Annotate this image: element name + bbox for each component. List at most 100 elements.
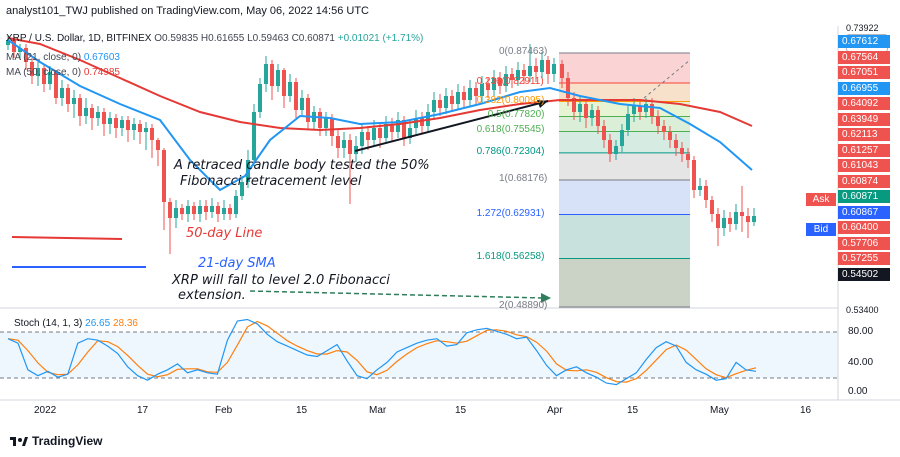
candle-body (234, 196, 238, 214)
price-axis-tag: 0.67612 (838, 35, 890, 48)
candle-body (162, 150, 166, 202)
price-axis-tag: 0.61043 (838, 159, 890, 172)
candle-body (216, 206, 220, 214)
candle-body (474, 88, 478, 96)
candle-body (198, 206, 202, 214)
fib-zone (559, 258, 690, 307)
price-axis-tag: 0.60400 (838, 221, 890, 234)
fib-level-label: 0.786(0.72304) (476, 145, 545, 157)
annotation-21-day[interactable]: 21-day SMA (198, 256, 276, 271)
publish-header: analyst101_TWJ published on TradingView.… (6, 5, 369, 17)
candle-body (330, 118, 334, 136)
fib-level-label: 0.382(0.80095) (476, 94, 545, 106)
candle-body (680, 148, 684, 154)
candle-body (276, 70, 280, 86)
candle-body (572, 98, 576, 112)
candle-body (204, 206, 208, 212)
candle-body (186, 206, 190, 214)
candle-body (596, 110, 600, 126)
candle-body (420, 118, 424, 126)
stoch-legend[interactable]: Stoch (14, 1, 3) 26.65 28.36 (14, 318, 138, 329)
ma50-legend-label: MA (50, close, 0) (6, 67, 82, 78)
price-axis-tag: 0.62113 (838, 128, 890, 141)
time-axis-label: 16 (800, 405, 812, 416)
price-axis-tag: 0.57706 (838, 236, 890, 250)
fib-level-label: 1.272(0.62931) (476, 207, 545, 219)
candle-body (192, 206, 196, 214)
price-axis-tag: 0.66955 (838, 81, 890, 95)
candle-body (674, 140, 678, 148)
candle-body (578, 104, 582, 112)
candle-body (168, 202, 172, 218)
annotation-retraced[interactable]: A retraced candle body tested the 50% (174, 158, 430, 173)
price-axis-tag: 0.61257 (838, 143, 890, 157)
fall-arrow-line[interactable] (249, 290, 544, 299)
candle-body (566, 78, 570, 98)
stoch-d-line (7, 320, 757, 383)
fib-level-label: 0.618(0.75545) (476, 124, 545, 136)
candle-body (390, 124, 394, 132)
candlesticks (6, 35, 756, 254)
time-axis-label: 15 (296, 405, 308, 416)
candle-body (222, 208, 226, 214)
candle-body (180, 208, 184, 214)
fib-zone (559, 180, 690, 215)
candle-body (444, 96, 448, 108)
symbol-name[interactable]: XRP / U.S. Dollar, 1D, BITFINEX (6, 33, 152, 44)
candle-body (240, 182, 244, 196)
stoch-legend-label: Stoch (14, 1, 3) (14, 318, 83, 329)
candle-body (686, 154, 690, 160)
legend-ma50-swatch (11, 236, 123, 240)
fib-level-label: 2(0.48890) (499, 300, 548, 311)
candle-body (24, 48, 28, 62)
candle-body (692, 160, 696, 190)
annotation-retraced-2[interactable]: Fibonacci retracement level (180, 174, 362, 189)
candle-body (620, 130, 624, 146)
ma50-legend[interactable]: MA (50, close, 0) 0.74985 (6, 67, 120, 78)
candle-body (438, 100, 442, 108)
candle-body (300, 98, 304, 110)
fib-zone (559, 82, 690, 102)
time-axis-label: Feb (215, 405, 233, 416)
candle-body (48, 72, 52, 84)
candle-body (486, 84, 490, 90)
price-axis-tag: 0.60871 (838, 190, 890, 203)
fib-level-label: 1.618(0.56258) (476, 251, 545, 263)
annotation-fall-2[interactable]: extension. (178, 288, 246, 303)
annotation-50-day[interactable]: 50-day Line (186, 226, 263, 241)
fib-level-label: 0.236(0.82911) (476, 75, 544, 87)
candle-body (174, 208, 178, 218)
footer-brand[interactable]: TradingView (10, 434, 102, 448)
trend-arrow-line[interactable] (354, 100, 549, 152)
candle-body (318, 112, 322, 128)
ohlc-change: +0.01021 (+1.71%) (337, 33, 424, 44)
candle-body (114, 118, 118, 128)
candle-body (264, 64, 268, 84)
candle-body (528, 66, 532, 76)
candle-body (456, 92, 460, 104)
fib-level-label: 0.5(0.77820) (487, 109, 545, 121)
fib-zone (559, 131, 690, 153)
stoch-axis-40: 40.00 (848, 357, 874, 368)
candle-body (746, 216, 750, 222)
candle-body (270, 64, 274, 86)
ohlc-close: C0.60871 (291, 33, 335, 44)
candle-body (402, 120, 406, 138)
candle-body (288, 82, 292, 96)
candle-body (306, 98, 310, 122)
price-pane[interactable] (0, 26, 838, 306)
candle-body (294, 82, 298, 110)
candle-body (662, 126, 666, 132)
candle-body (552, 64, 556, 74)
candle-body (450, 96, 454, 104)
time-axis-label: Mar (369, 405, 387, 416)
candle-body (632, 106, 636, 114)
time-axis-label: 2022 (34, 405, 57, 416)
annotation-fall[interactable]: XRP will fall to level 2.0 Fibonacci (172, 273, 390, 288)
ma21-legend[interactable]: MA (21, close, 0) 0.67603 (6, 52, 120, 63)
candle-body (534, 66, 538, 72)
candle-body (84, 108, 88, 116)
price-axis-tag: 0.54502 (838, 267, 890, 281)
stoch-d-value: 28.36 (112, 318, 138, 329)
